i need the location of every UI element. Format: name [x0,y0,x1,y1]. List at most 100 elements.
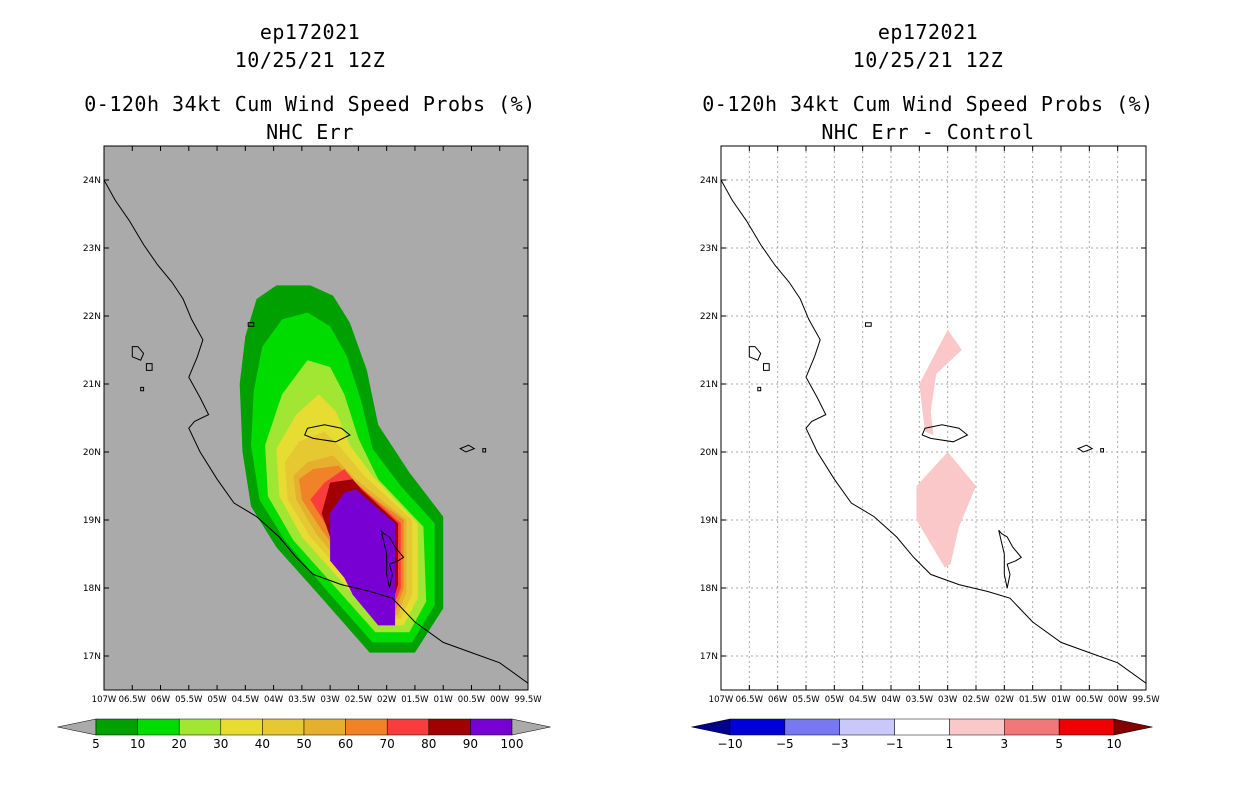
colorbar-label: 50 [296,737,311,751]
colorbar-low-triangle [57,718,97,736]
x-tick-label: 00.5W [458,695,486,705]
y-tick-label: 24N [83,176,101,186]
colorbar-label: 80 [421,737,436,751]
island-outline [247,322,255,327]
left-title-line1: ep172021 [259,20,361,44]
island-outline [380,529,405,589]
colorbar-swatch [137,718,180,736]
y-tick-label: 17N [83,652,101,662]
map-frame [103,145,529,691]
x-tick-label: 01W [434,695,454,705]
colorbar-swatch [303,718,346,736]
colorbar-label: 70 [380,737,395,751]
colorbar-label: 60 [338,737,353,751]
map-frame [720,145,1147,691]
colorbar-swatch [470,718,513,736]
island-outline [1076,444,1094,453]
colorbar-swatch [729,718,786,736]
right-title-line3: 0-120h 34kt Cum Wind Speed Probs (%) [702,92,1154,116]
colorbar-swatch [262,718,305,736]
x-tick-label: 02.5W [345,695,373,705]
left-title-line4: NHC Err [266,120,354,144]
colorbar-label: −10 [717,737,742,751]
right-title-line1: ep172021 [877,20,979,44]
x-tick-label: 107W [92,695,117,705]
right-colorbar: −10 −5 −3 −1 1 3 5 10 [691,718,1153,751]
x-tick-label: 02.5W [962,695,990,705]
contour-90 [330,489,396,626]
y-tick-label: 21N [83,380,101,390]
island-outline [482,448,487,453]
left-colorbar: 5 10 20 30 40 50 60 70 80 90 100 [57,718,551,751]
x-tick-label: 04.5W [232,695,260,705]
island-outline [757,386,762,392]
y-tick-label: 22N [700,312,718,322]
colorbar-high-triangle [1113,718,1153,736]
coastline [104,179,528,684]
right-map-panel: 17N 18N 19N 20N 21N 22N 23N 24N 107W 06.5W 06W 05.5… [700,145,1160,705]
x-tick-label: 04W [264,695,284,705]
x-tick-label: 05W [825,695,845,705]
colorbar-label: 5 [92,737,100,751]
colorbar-swatch [894,718,950,736]
x-tick-label: 03W [938,695,958,705]
x-tick-label: 06W [768,695,788,705]
x-tick-label: 99.5W [514,695,542,705]
x-tick-label: 03W [321,695,341,705]
x-tick-label: 01.5W [1019,695,1047,705]
x-tick-label: 02W [377,695,397,705]
y-tick-label: 19N [83,516,101,526]
x-tick-label: 01.5W [401,695,429,705]
y-tick-label: 20N [700,448,718,458]
x-tick-label: 03.5W [288,695,316,705]
colorbar-swatch [1004,718,1060,736]
x-tick-label: 05.5W [792,695,820,705]
y-tick-label: 18N [83,584,101,594]
y-tick-label: 18N [700,584,718,594]
colorbar-label: 100 [501,737,524,751]
x-tick-label: 99.5W [1132,695,1160,705]
colorbar-swatch [95,718,138,736]
x-tick-label: 06W [151,695,171,705]
island-outline [763,363,770,371]
x-tick-label: 00W [1108,695,1128,705]
right-title-line4: NHC Err - Control [821,120,1035,144]
colorbar-label: 20 [172,737,187,751]
colorbar-label: 30 [213,737,228,751]
y-tick-label: 24N [700,176,718,186]
colorbar-label: 1 [946,737,954,751]
x-tick-label: 06.5W [119,695,147,705]
colorbar-label: 40 [255,737,270,751]
contour-1 [916,452,976,568]
colorbar-label: −3 [831,737,849,751]
left-title-line3: 0-120h 34kt Cum Wind Speed Probs (%) [84,92,536,116]
x-tick-label: 107W [709,695,734,705]
x-tick-label: 00.5W [1076,695,1104,705]
island-outline [131,346,145,361]
island-outline [748,346,762,361]
colorbar-swatch [949,718,1005,736]
island-outline [865,322,872,327]
left-map-panel: 17N 18N 19N 20N 21N 22N 23N 24N 107W 06.5W 06W 05.5… [83,145,542,705]
island-outline [145,363,153,371]
x-tick-label: 05W [207,695,227,705]
colorbar-swatch [178,718,222,736]
y-tick-label: 19N [700,516,718,526]
y-tick-label: 21N [700,380,718,390]
x-tick-label: 05.5W [175,695,203,705]
y-tick-label: 17N [700,652,718,662]
island-outline [998,529,1023,589]
x-tick-label: 04W [881,695,901,705]
x-tick-label: 00W [490,695,510,705]
colorbar-label: 90 [463,737,478,751]
colorbar-low-triangle [691,718,731,736]
island-outline [459,444,476,453]
colorbar-swatch [839,718,895,736]
x-tick-label: 06.5W [736,695,764,705]
colorbar-swatch [784,718,840,736]
island-outline [1100,448,1104,453]
x-tick-label: 01W [1051,695,1071,705]
y-tick-label: 22N [83,312,101,322]
coastline [721,179,1146,684]
